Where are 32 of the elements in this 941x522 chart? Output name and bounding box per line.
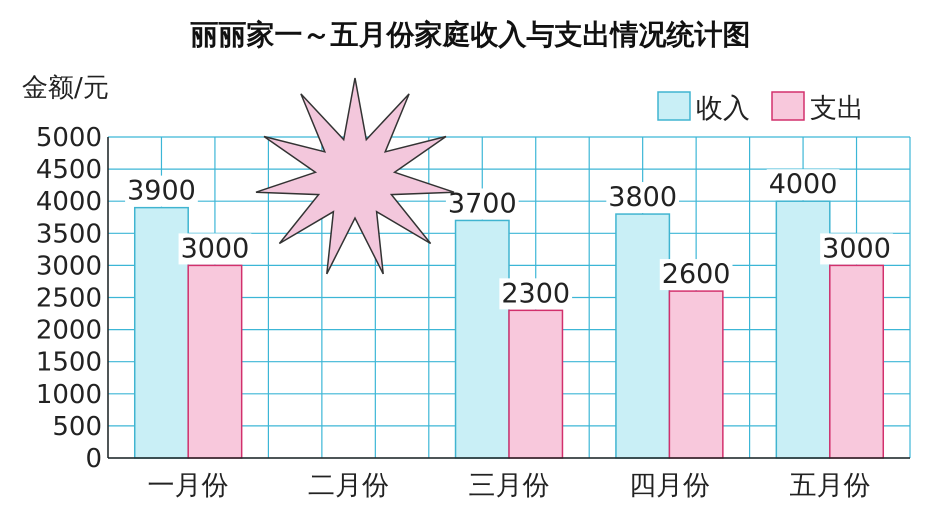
y-tick-label: 2000 bbox=[36, 316, 102, 346]
legend-label: 收入 bbox=[696, 93, 750, 124]
y-tick-label: 4500 bbox=[36, 155, 102, 186]
bar bbox=[187, 264, 242, 459]
y-tick-label: 1000 bbox=[36, 380, 102, 410]
y-axis-title: 金额/元 bbox=[22, 73, 109, 103]
bar bbox=[508, 310, 564, 459]
x-tick-label: 二月份 bbox=[308, 470, 390, 501]
y-tick-label: 0 bbox=[85, 444, 102, 474]
data-label: 3800 bbox=[608, 182, 678, 214]
x-tick-label: 三月份 bbox=[468, 470, 550, 501]
bar bbox=[829, 264, 884, 459]
data-label: 4000 bbox=[768, 169, 838, 200]
data-label: 2300 bbox=[501, 278, 570, 310]
y-tick-label: 3000 bbox=[36, 251, 102, 282]
data-label: 2600 bbox=[662, 259, 730, 290]
y-tick-label: 5000 bbox=[36, 123, 102, 153]
x-tick-label: 五月份 bbox=[789, 470, 870, 501]
chart-title: 丽丽家一～五月份家庭收入与支出情况统计图 bbox=[190, 18, 750, 51]
data-label: 3000 bbox=[180, 233, 250, 264]
y-tick-label: 2500 bbox=[36, 284, 102, 314]
x-tick-label: 四月份 bbox=[628, 470, 710, 501]
y-tick-label: 4000 bbox=[36, 187, 102, 218]
data-label: 3000 bbox=[822, 233, 891, 264]
x-tick-label: 一月份 bbox=[148, 470, 229, 501]
y-tick-label: 3500 bbox=[36, 219, 102, 250]
legend-label: 支出 bbox=[810, 93, 864, 124]
bar bbox=[668, 290, 724, 459]
data-label: 3700 bbox=[448, 188, 517, 220]
y-tick-label: 1500 bbox=[36, 348, 102, 378]
y-tick-label: 500 bbox=[52, 412, 102, 442]
data-label: 3900 bbox=[127, 176, 196, 207]
